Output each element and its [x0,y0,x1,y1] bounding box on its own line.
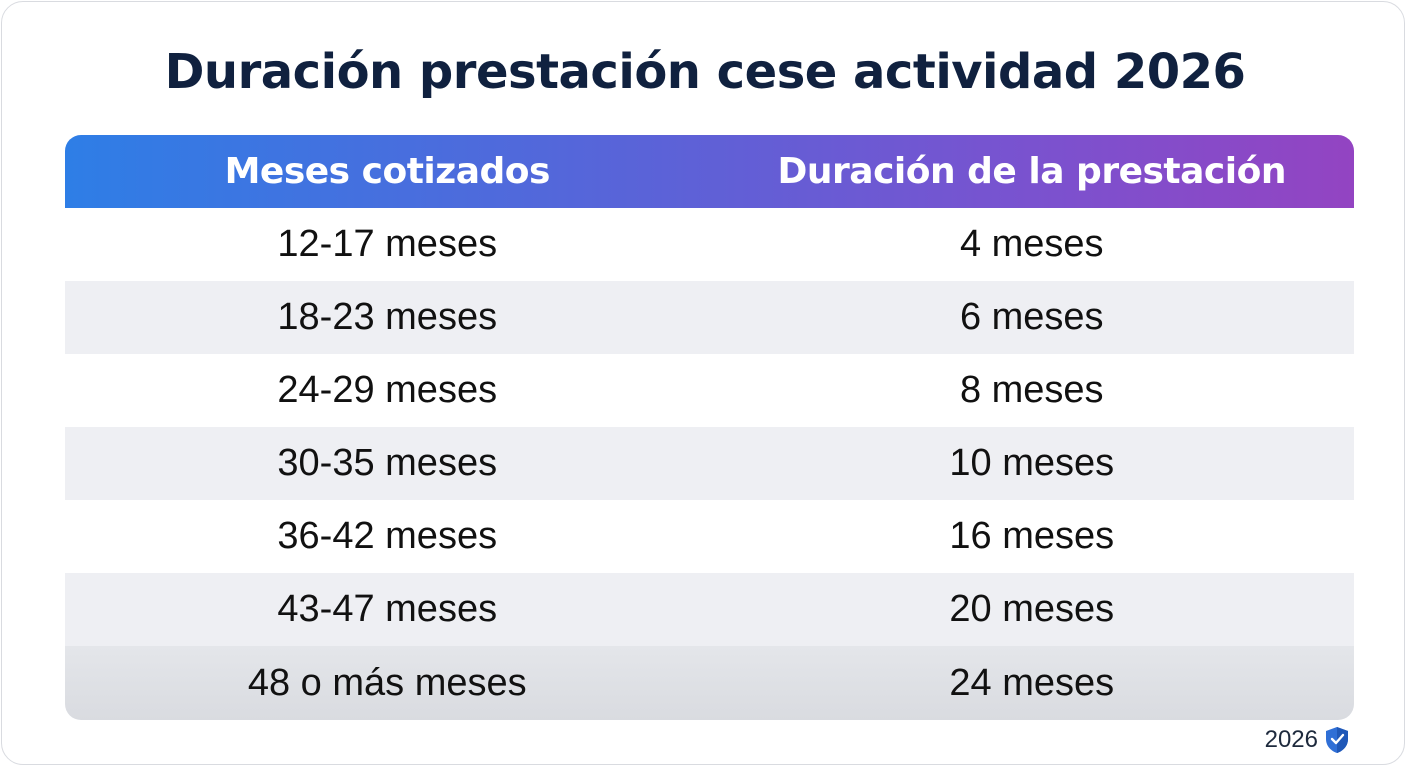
header-duracion-prestacion: Duración de la prestación [777,151,1287,192]
table-row: 30-35 meses 10 meses [65,427,1354,500]
footer-year: 2026 [1264,726,1318,753]
header-meses-cotizados: Meses cotizados [224,151,551,192]
shield-icon [1326,727,1348,753]
table-row: 48 o más meses 24 meses [65,646,1354,720]
table-row: 43-47 meses 20 meses [65,573,1354,646]
cell-duracion: 24 meses [949,661,1115,704]
table-row: 18-23 meses 6 meses [65,281,1354,354]
table-row: 24-29 meses 8 meses [65,354,1354,427]
cell-duracion: 4 meses [959,223,1104,265]
page-title: Duración prestación cese actividad 2026 [164,44,1246,100]
cell-meses-cotizados: 48 o más meses [247,661,527,704]
cell-meses-cotizados: 43-47 meses [277,588,498,630]
cell-duracion: 20 meses [949,588,1115,630]
table-header: Meses cotizados Duración de la prestació… [65,135,1354,208]
footer-badge: 2026 [1265,726,1350,754]
cell-meses-cotizados: 24-29 meses [277,369,498,411]
cell-duracion: 16 meses [949,515,1115,557]
table-row: 36-42 meses 16 meses [65,500,1354,573]
cell-duracion: 6 meses [959,296,1104,338]
cell-duracion: 10 meses [949,442,1115,484]
cell-duracion: 8 meses [959,369,1104,411]
cell-meses-cotizados: 12-17 meses [277,223,498,265]
cell-meses-cotizados: 18-23 meses [277,296,498,338]
cell-meses-cotizados: 36-42 meses [277,515,498,557]
table-row: 12-17 meses 4 meses [65,208,1354,281]
cell-meses-cotizados: 30-35 meses [277,442,498,484]
duration-table: Meses cotizados Duración de la prestació… [65,135,1354,720]
